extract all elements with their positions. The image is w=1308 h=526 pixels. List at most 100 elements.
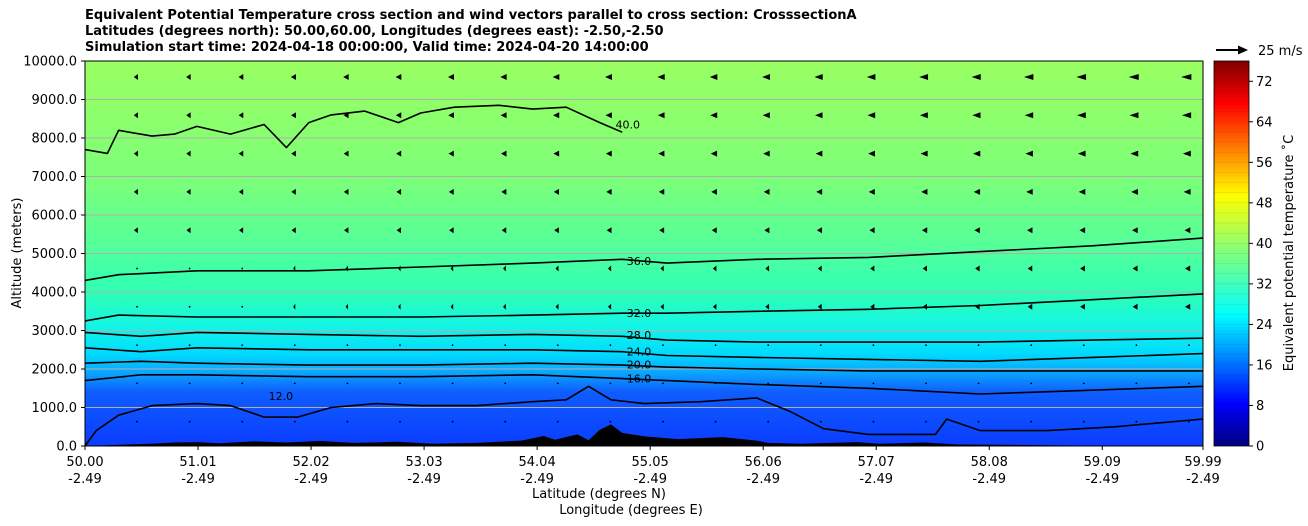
wind-vector-arrow: [504, 344, 507, 346]
wind-vector-arrow: [658, 188, 665, 195]
y-tick-label: 2000.0: [32, 363, 78, 378]
wind-vector-arrow: [819, 382, 822, 385]
wind-vector-arrow: [343, 112, 349, 119]
wind-vector-arrow: [1181, 74, 1192, 80]
wind-vector-arrow: [867, 112, 876, 119]
wind-vector-arrow: [709, 74, 718, 80]
colorbar-tick-label: 8: [1256, 399, 1264, 414]
wind-vector-arrow: [816, 227, 822, 234]
wind-vector-arrow: [925, 420, 927, 423]
wind-vector-arrow: [343, 188, 349, 195]
wind-vector-arrow: [1132, 265, 1138, 272]
wind-vector-arrow: [1135, 382, 1138, 385]
wind-vector-arrow: [714, 382, 717, 385]
wind-vector-arrow: [188, 382, 191, 385]
wind-vector-arrow: [922, 265, 927, 272]
wind-vector-arrow: [817, 265, 822, 272]
x-tick-label-latitude: 52.02: [292, 455, 329, 470]
y-tick-label: 10000.0: [23, 55, 77, 70]
colorbar-label: Equivalent potential temperature ˚C: [1281, 135, 1297, 371]
wind-vector-arrow: [712, 303, 717, 310]
wind-vector-arrow: [293, 344, 296, 346]
wind-vector-arrow: [712, 265, 717, 272]
contour-label: 12.0: [269, 390, 294, 403]
wind-vector-arrow: [1024, 112, 1034, 119]
wind-vector-arrow: [451, 420, 454, 423]
contour-label: 32.0: [627, 307, 652, 320]
terrain: [85, 424, 1203, 446]
wind-vector-arrow: [971, 74, 981, 80]
wind-vector-arrow: [399, 344, 401, 346]
contour-line-28.0: [85, 331, 1203, 343]
wind-vector-arrow: [556, 420, 559, 423]
wind-vector-arrow: [764, 227, 770, 234]
wind-vector-arrow: [186, 112, 191, 119]
wind-vector-arrow: [395, 74, 402, 80]
wind-vector-arrow: [1030, 382, 1033, 385]
wind-vector-arrow: [1185, 303, 1191, 310]
wind-vector-arrow: [662, 344, 664, 346]
x-tick-label-longitude: -2.49: [1085, 472, 1119, 487]
wind-vector-arrow: [975, 303, 980, 310]
wind-vector-arrow: [186, 227, 191, 234]
wind-vector-arrow: [293, 382, 296, 385]
colorbar-tick-label: 40: [1256, 237, 1273, 252]
y-tick-label: 0.0: [56, 440, 77, 455]
contour-line-36.0: [85, 237, 1203, 282]
x-tick-label-longitude: -2.49: [633, 472, 667, 487]
wind-vector-arrow: [241, 420, 244, 423]
wind-vector-arrow: [293, 265, 296, 272]
wind-vector-arrow: [136, 267, 138, 270]
wind-vector-arrow: [868, 150, 875, 157]
y-tick-label: 7000.0: [32, 170, 78, 185]
colorbar-ticks: 0 8 16 24 32 40 48 56 64 72: [1249, 75, 1273, 455]
contour-line-32.0: [85, 293, 1203, 322]
wind-vector-arrow: [188, 305, 191, 308]
x-tick-label-latitude: 57.07: [858, 455, 895, 470]
wind-vector-arrow: [344, 227, 349, 234]
wind-vector-arrow: [1188, 382, 1190, 385]
wind-vector-arrow: [609, 420, 612, 423]
colorbar-tick-label: 0: [1256, 440, 1264, 455]
y-tick-label: 5000.0: [32, 247, 78, 262]
x-tick-label-latitude: 53.03: [405, 455, 442, 470]
wind-vector-arrow: [662, 420, 664, 423]
wind-vector-arrow: [977, 344, 980, 346]
wind-vector-arrow: [763, 188, 770, 195]
wind-vector-arrow: [188, 344, 191, 346]
wind-vector-arrow: [396, 227, 402, 234]
wind-vector-arrow: [450, 303, 454, 310]
wind-vector-arrow: [1129, 112, 1139, 119]
y-tick-label: 1000.0: [32, 401, 78, 416]
wind-vector-arrow: [504, 382, 507, 385]
wind-vector-arrow: [977, 420, 980, 423]
wind-vector-arrow: [345, 265, 348, 272]
wind-vector-arrow: [872, 382, 875, 385]
wind-vector-arrow: [974, 227, 980, 234]
wind-vector-arrow: [556, 344, 559, 346]
wind-vector-arrow: [1184, 227, 1191, 234]
y-tick-label: 3000.0: [32, 324, 78, 339]
wind-vector-arrow: [607, 265, 612, 272]
wind-vector-arrow: [1132, 227, 1138, 234]
wind-vector-arrow: [554, 227, 559, 234]
wind-vector-arrow: [450, 265, 454, 272]
wind-vector-arrow: [919, 112, 928, 119]
wind-vector-arrow: [1082, 344, 1085, 346]
y-tick-label: 9000.0: [32, 93, 78, 108]
wind-vector-arrow: [1080, 303, 1085, 310]
x-tick-label-latitude: 50.00: [66, 455, 103, 470]
wind-vector-arrow: [866, 74, 876, 80]
wind-vector-arrow: [711, 188, 717, 195]
wind-vector-arrow: [1131, 188, 1138, 195]
wind-vector-arrow: [767, 382, 770, 385]
y-axis-label: Altitude (meters): [10, 198, 25, 309]
wind-vector-arrow: [136, 344, 138, 346]
wind-vector-arrow: [763, 150, 770, 157]
wind-vector-arrow: [609, 344, 612, 346]
wind-vector-arrow: [555, 303, 559, 310]
wind-vector-arrow: [290, 74, 296, 80]
wind-vector-arrow: [662, 382, 664, 385]
wind-vector-arrow: [293, 420, 296, 423]
